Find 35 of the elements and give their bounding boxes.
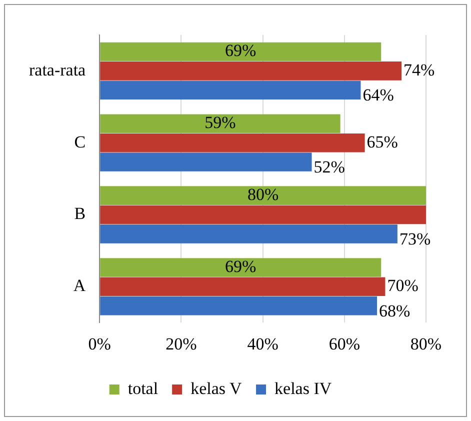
x-tick-label: 60% bbox=[328, 334, 360, 354]
bar bbox=[100, 152, 312, 172]
y-tick-label: B bbox=[74, 204, 86, 224]
legend-label: kelas IV bbox=[274, 378, 332, 398]
bar bbox=[100, 258, 382, 277]
data-label: 68% bbox=[379, 301, 410, 320]
bar bbox=[100, 296, 378, 316]
bar bbox=[100, 80, 361, 100]
data-label: 80% bbox=[247, 185, 279, 204]
y-tick-label: rata-rata bbox=[28, 60, 86, 80]
y-tick-label: A bbox=[73, 276, 86, 296]
x-tick-label: 80% bbox=[410, 334, 442, 354]
data-label: 69% bbox=[225, 41, 256, 60]
bar bbox=[100, 224, 398, 244]
bar bbox=[100, 114, 340, 134]
data-label: 65% bbox=[366, 132, 398, 152]
x-tick-label: 0% bbox=[88, 334, 111, 354]
legend-label: total bbox=[128, 378, 158, 398]
data-label: 73% bbox=[399, 229, 431, 248]
bar bbox=[100, 133, 365, 152]
data-label: 70% bbox=[387, 276, 418, 296]
bar bbox=[100, 186, 426, 205]
bar bbox=[100, 205, 426, 224]
bar bbox=[100, 277, 386, 296]
y-tick-label: C bbox=[74, 132, 86, 152]
data-label: 69% bbox=[225, 256, 256, 276]
x-tick-label: 40% bbox=[247, 334, 278, 354]
bar bbox=[100, 42, 382, 62]
data-label: 59% bbox=[204, 113, 236, 132]
data-label: 74% bbox=[404, 60, 435, 80]
bar bbox=[100, 62, 402, 80]
data-label: 64% bbox=[362, 86, 394, 105]
x-tick-label: 20% bbox=[166, 334, 197, 354]
legend-label: kelas V bbox=[190, 378, 242, 398]
data-label: 52% bbox=[314, 157, 345, 176]
